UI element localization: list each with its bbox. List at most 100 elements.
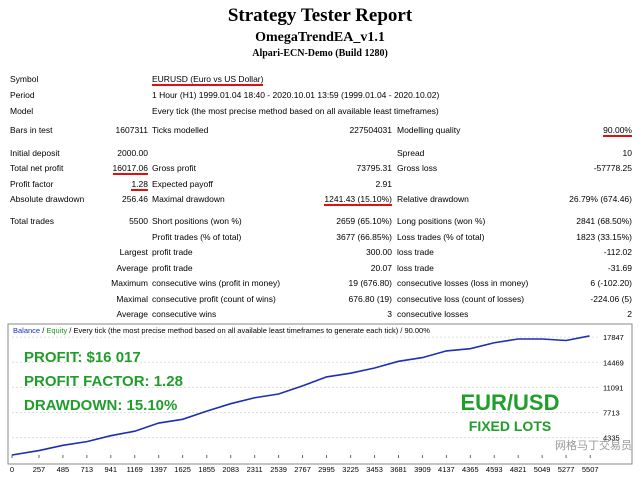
header-part: / Every tick (the most precise method ba…: [69, 326, 430, 335]
header-part: Equity: [46, 326, 69, 335]
row-value: 19 (676.80): [348, 278, 392, 288]
row-value: -57778.25: [593, 163, 632, 173]
row-value: 300.00: [366, 247, 392, 257]
row-value: 3677 (66.85%): [336, 232, 392, 242]
server-name: Alpari-ECN-Demo (Build 1280): [252, 48, 388, 59]
row-label: consecutive loss (count of losses): [397, 294, 525, 304]
y-tick-label: 14469: [603, 358, 624, 367]
x-tick-label: 3453: [366, 465, 383, 474]
x-tick-label: 4593: [486, 465, 503, 474]
row-value: 227504031: [349, 125, 392, 135]
row-value: 1823 (33.15%): [576, 232, 632, 242]
x-tick-label: 1625: [174, 465, 191, 474]
report-subtitle: OmegaTrendEA_v1.1: [255, 30, 385, 45]
row-label: Absolute drawdown: [10, 194, 85, 204]
row-label: Profit trades (% of total): [152, 232, 242, 242]
row-label: Total trades: [10, 216, 54, 226]
row-label: Bars in test: [10, 125, 53, 135]
row-label: Total net profit: [10, 163, 64, 173]
row-label: Loss trades (% of total): [397, 232, 485, 242]
row-value: 90.00%: [603, 125, 632, 137]
row-value: 2.91: [375, 179, 392, 189]
row-value: 10: [622, 148, 632, 158]
row-label: Every tick (the most precise method base…: [152, 106, 439, 116]
chart-header: Balance / Equity / Every tick (the most …: [13, 326, 430, 335]
row-value: 26.79% (674.46): [569, 194, 632, 204]
y-tick-label: 7713: [603, 409, 620, 418]
row-value: 2000.00: [117, 148, 148, 158]
row-label: 1 Hour (H1) 1999.01.04 18:40 - 2020.10.0…: [152, 90, 440, 100]
row-value: 5500: [129, 216, 148, 226]
row-value: 676.80 (19): [348, 294, 392, 304]
row-value: 73795.31: [356, 163, 392, 173]
x-tick-label: 2995: [318, 465, 335, 474]
row-label: Period: [10, 90, 35, 100]
x-tick-label: 1169: [127, 465, 143, 474]
row-value: 3: [387, 309, 392, 319]
x-tick-label: 5277: [558, 465, 575, 474]
row-value: Average: [116, 309, 148, 319]
row-label: consecutive wins: [152, 309, 217, 319]
row-value: 1.28: [131, 179, 148, 191]
x-tick-label: 5049: [534, 465, 551, 474]
row-value: 6 (-102.20): [590, 278, 632, 288]
y-tick-label: 11091: [603, 383, 623, 392]
x-tick-label: 713: [81, 465, 94, 474]
row-label: loss trade: [397, 263, 434, 273]
row-label: consecutive wins (profit in money): [152, 278, 281, 288]
row-label: profit trade: [152, 247, 193, 257]
x-tick-label: 4821: [510, 465, 527, 474]
x-tick-label: 4137: [438, 465, 455, 474]
row-value: -112.02: [603, 247, 632, 257]
x-tick-label: 2311: [247, 465, 263, 474]
row-label: Expected payoff: [152, 179, 213, 189]
row-value: 1241.43 (15.10%): [324, 194, 392, 206]
row-label: Relative drawdown: [397, 194, 469, 204]
row-label: Modelling quality: [397, 125, 461, 135]
balance-line: [11, 335, 590, 456]
report-title: Strategy Tester Report: [227, 5, 413, 26]
row-value: Maximum: [111, 278, 148, 288]
x-tick-label: 2083: [222, 465, 239, 474]
row-value: 2659 (65.10%): [336, 216, 392, 226]
annotation: PROFIT: $16 017: [24, 349, 141, 366]
watermark: 网格马丁交易员: [555, 438, 632, 452]
annotation: DRAWDOWN: 15.10%: [24, 397, 177, 414]
annotation: EUR/USD: [460, 390, 559, 415]
row-value: 16017.06: [112, 163, 148, 175]
x-tick-label: 3225: [342, 465, 359, 474]
chart-frame: [7, 323, 633, 465]
row-label: Ticks modelled: [152, 125, 209, 135]
row-label: Maximal drawdown: [152, 194, 225, 204]
row-label: Gross loss: [397, 163, 438, 173]
row-label: consecutive losses: [397, 309, 469, 319]
x-tick-label: 941: [105, 465, 118, 474]
row-value: 2841 (68.50%): [576, 216, 632, 226]
y-tick-label: 17847: [603, 333, 624, 342]
row-label: Symbol: [10, 74, 39, 84]
row-label: Profit factor: [10, 179, 54, 189]
annotation: PROFIT FACTOR: 1.28: [24, 373, 183, 390]
x-tick-label: 2539: [270, 465, 287, 474]
y-tick-label: 4335: [603, 434, 620, 443]
header-part: /: [42, 326, 46, 335]
row-label: Short positions (won %): [152, 216, 242, 226]
x-tick-label: 257: [33, 465, 46, 474]
row-label: EURUSD (Euro vs US Dollar): [152, 74, 264, 86]
row-label: Initial deposit: [10, 148, 60, 158]
header-part: Balance: [13, 326, 42, 335]
row-value: 1607311: [115, 125, 148, 135]
x-tick-label: 485: [57, 465, 70, 474]
row-label: loss trade: [397, 247, 434, 257]
row-label: Model: [10, 106, 34, 116]
x-tick-label: 1397: [150, 465, 167, 474]
x-tick-label: 2767: [294, 465, 311, 474]
annotation: FIXED LOTS: [469, 418, 551, 434]
x-tick-label: 3681: [390, 465, 407, 474]
row-label: profit trade: [152, 263, 193, 273]
row-value: 2: [627, 309, 632, 319]
x-tick-label: 0: [10, 465, 14, 474]
row-value: 20.07: [370, 263, 392, 273]
